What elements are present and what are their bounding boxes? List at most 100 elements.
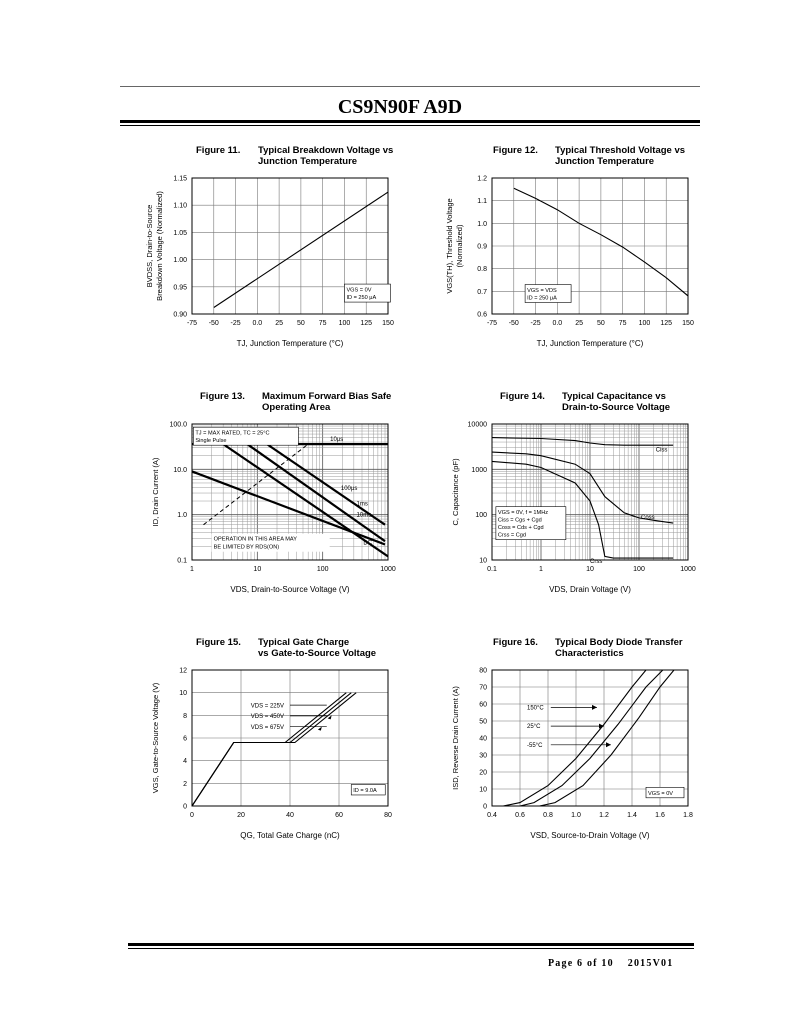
y-tick-label: 40: [479, 736, 487, 743]
annotation-box: [495, 506, 567, 540]
x-tick-label: 0.0: [552, 320, 562, 327]
y-tick-label: 0.95: [173, 284, 187, 291]
x-axis-label: QG, Total Gate Charge (nC): [240, 831, 340, 840]
y-tick-label: 0.7: [477, 289, 487, 296]
x-tick-label: -50: [509, 320, 519, 327]
annotation-text: Single Pulse: [195, 438, 226, 444]
y-tick-label: 8: [183, 713, 187, 720]
x-tick-label: 80: [384, 812, 392, 819]
series-label-55-c: -55°C: [527, 743, 543, 749]
x-tick-label: 1.6: [655, 812, 665, 819]
y-tick-label: 12: [179, 668, 187, 675]
annotation-text: VGS = 0V, f = 1MHz: [498, 510, 548, 516]
x-tick-label: 1.2: [599, 812, 609, 819]
annotation-text: ID = 250 μA: [346, 295, 376, 301]
x-tick-label: 75: [619, 320, 627, 327]
y-tick-label: 20: [479, 770, 487, 777]
series-label-dc: DC: [363, 540, 372, 546]
x-tick-label: 0.1: [487, 566, 497, 573]
series-line-rds-on-limit: [203, 443, 309, 526]
series-line-1ms: [246, 443, 386, 543]
plot-frame: [491, 423, 689, 561]
x-axis-label: TJ, Junction Temperature (°C): [237, 339, 344, 348]
page-number: Page 6 of 10: [548, 958, 614, 969]
document-version: 2015V01: [627, 958, 674, 969]
y-tick-label: 10: [179, 690, 187, 697]
series-label-100-s: 100μs: [341, 486, 357, 492]
chart-breakdown-voltage: -75 -50 -25 0.0 25 50 75 100 125 150 0.90 0.95 1.00 1…: [145, 176, 394, 349]
y-tick-label: 1.10: [173, 203, 187, 210]
arrow-icon: [592, 704, 597, 710]
series-line-dc: [192, 470, 386, 546]
x-tick-label: -75: [487, 320, 497, 327]
y-tick-label: 100.0: [169, 422, 187, 429]
page-footer: Page 6 of 10 2015V01: [548, 958, 673, 969]
x-tick-label: 100: [633, 566, 645, 573]
x-tick-label: 100: [639, 320, 651, 327]
chart-threshold-voltage: -75 -50 -25 0.0 25 50 75 100 125 150 0.6 0.7 0.8 0.9 1…: [445, 176, 694, 349]
annotation-text: VGS = 0V: [648, 791, 673, 797]
x-tick-label: 75: [319, 320, 327, 327]
y-tick-label: 70: [479, 685, 487, 692]
y-axis-label-line2: (Normalized): [455, 224, 464, 267]
x-axis-label: TJ, Junction Temperature (°C): [537, 339, 644, 348]
x-tick-label: 0.6: [515, 812, 525, 819]
x-tick-label: 0: [190, 812, 194, 819]
x-tick-label: 1.0: [571, 812, 581, 819]
legend-label: VDS = 450V: [251, 714, 284, 720]
series-line-coss: [492, 451, 674, 524]
y-axis-label: ID, Drain Current (A): [151, 457, 160, 526]
series-line-vds-450v: [192, 692, 352, 806]
y-axis-label: ISD, Reverse Drain Current (A): [451, 686, 460, 790]
x-tick-label: 1: [190, 566, 194, 573]
chart-gate-charge: 0 20 40 60 80 0 2 4 6 8 10 12 QG, Total Gate Charge …: [151, 668, 392, 841]
series-line-150-c: [503, 670, 647, 806]
x-axis-label: VDS, Drain Voltage (V): [549, 585, 631, 594]
series-line-10ms: [222, 443, 388, 558]
figure-13-title: Figure 13. Maximum Forward Bias Safe Oper…: [200, 391, 392, 413]
y-tick-label: 1.00: [173, 257, 187, 264]
y-tick-label: 60: [479, 702, 487, 709]
x-tick-label: -25: [230, 320, 240, 327]
series-line-100-s: [266, 443, 386, 526]
series-line-55-c: [539, 670, 675, 806]
series-line-25-c: [519, 670, 664, 806]
y-tick-label: 1.05: [173, 230, 187, 237]
y-axis-label: C, Capacitance (pF): [451, 458, 460, 526]
y-tick-label: 10000: [468, 422, 488, 429]
arrow-icon: [327, 715, 332, 720]
plot-frame: [491, 669, 689, 807]
series-line-vds-675v: [192, 692, 357, 806]
figure-14-title: Figure 14. Typical Capacitance vs Drain-t…: [500, 391, 671, 413]
document-title: CS9N90F A9D: [337, 96, 463, 118]
series-line-crss: [492, 460, 674, 559]
x-tick-label: 125: [660, 320, 672, 327]
x-tick-label: 1.4: [627, 812, 637, 819]
y-tick-label: 10.0: [173, 467, 187, 474]
footer-rule-thick: [128, 943, 694, 946]
x-tick-label: 1000: [380, 566, 396, 573]
series-label-1ms: 1ms: [357, 501, 368, 507]
x-tick-label: 0.8: [543, 812, 553, 819]
annotation-text: Ciss = Cgs + Cgd: [498, 518, 542, 524]
y-tick-label: 1.15: [173, 176, 187, 183]
plot-frame: [491, 177, 689, 315]
x-tick-label: 10: [253, 566, 261, 573]
annotation-box: [344, 283, 391, 303]
series-line-vds-225v: [192, 692, 347, 806]
annotation-text: Coss = Cds + Cgd: [498, 525, 544, 531]
x-tick-label: 100: [317, 566, 329, 573]
y-tick-label: 50: [479, 719, 487, 726]
region-note-text: OPERATION IN THIS AREA MAY: [214, 537, 298, 543]
x-axis-label: VDS, Drain-to-Source Voltage (V): [230, 585, 349, 594]
region-note-box: [211, 533, 330, 552]
x-tick-label: 50: [297, 320, 305, 327]
annotation-box: [645, 787, 685, 799]
y-axis-label: BVDSS, Drain-to-Source: [145, 205, 154, 288]
series-label-coss: Coss: [641, 515, 655, 521]
y-tick-label: 0: [183, 804, 187, 811]
plot-frame: [191, 423, 389, 561]
x-tick-label: 0.0: [252, 320, 262, 327]
y-tick-label: 1.1: [477, 198, 487, 205]
y-tick-label: 1000: [471, 467, 487, 474]
